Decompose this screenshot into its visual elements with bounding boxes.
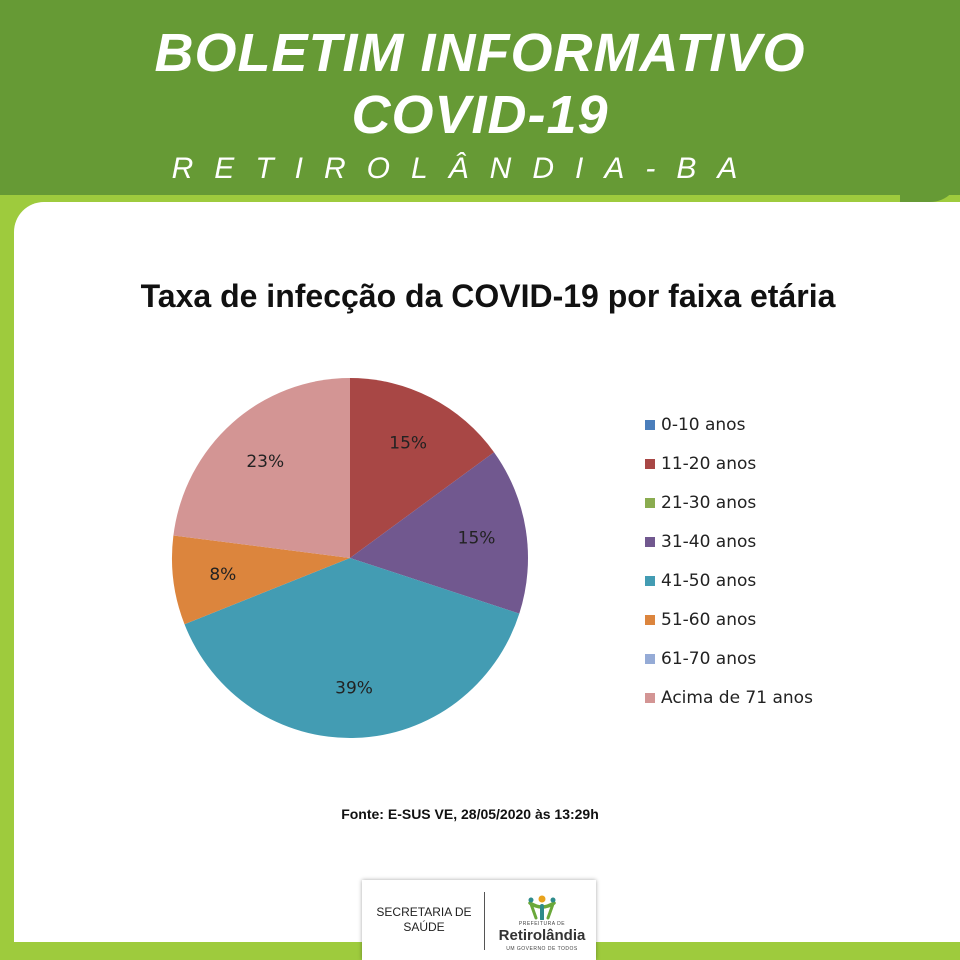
header-banner [0, 0, 960, 225]
legend-label: 0-10 anos [661, 414, 746, 435]
pie-chart: 15% 15% 39% 8% 23% [172, 378, 528, 738]
source-label: Fonte: [341, 806, 384, 822]
pie-slice [173, 378, 350, 558]
logo-slogan: UM GOVERNO DE TODOS [506, 946, 578, 952]
data-source: Fonte: E-SUS VE, 28/05/2020 às 13:29h [0, 806, 940, 822]
legend-item: 51-60 anos [645, 600, 813, 639]
legend-item: Acima de 71 anos [645, 678, 813, 717]
slice-value-label: 15% [458, 529, 496, 549]
legend-label: 31-40 anos [661, 531, 757, 552]
legend-item: 21-30 anos [645, 483, 813, 522]
people-emblem-icon [528, 895, 556, 920]
city-logo: PREFEITURA DE Retirolândia UM GOVERNO DE… [492, 894, 592, 954]
legend-swatch [645, 419, 655, 430]
chart-title: Taxa de infecção da COVID-19 por faixa e… [140, 278, 836, 314]
pie-slice [184, 558, 520, 738]
legend-item: 61-70 anos [645, 639, 813, 678]
chart-legend: 0-10 anos 11-20 anos 21-30 anos 31-40 an… [645, 405, 813, 717]
slice-value-label: 8% [209, 565, 236, 585]
legend-item: 41-50 anos [645, 561, 813, 600]
legend-swatch [645, 458, 655, 469]
bulletin-subject: COVID-19 [351, 85, 609, 145]
department-line2: SAÚDE [403, 920, 445, 934]
pie-slice [350, 378, 495, 558]
department-name: SECRETARIA DE SAÚDE [368, 905, 480, 935]
legend-swatch [645, 575, 655, 586]
legend-label: Acima de 71 anos [661, 687, 813, 708]
legend-swatch [645, 653, 655, 664]
legend-label: 41-50 anos [661, 570, 757, 591]
legend-label: 51-60 anos [661, 609, 757, 630]
city-subtitle: RETIROLÂNDIA-BA [171, 152, 759, 185]
legend-swatch [645, 692, 655, 703]
bulletin-title: BOLETIM INFORMATIVO [154, 23, 806, 83]
logo-name: Retirolândia [498, 927, 586, 944]
legend-item: 31-40 anos [645, 522, 813, 561]
slice-value-label: 23% [246, 452, 284, 472]
legend-swatch [645, 536, 655, 547]
source-text: E-SUS VE, 28/05/2020 às 13:29h [387, 806, 599, 822]
legend-label: 61-70 anos [661, 648, 757, 669]
legend-item: 0-10 anos [645, 405, 813, 444]
department-line1: SECRETARIA DE [376, 905, 472, 919]
footer-divider [484, 892, 485, 950]
slice-value-label: 15% [389, 434, 427, 454]
footer-logo-box: SECRETARIA DE SAÚDE PREFEITURA DE Retiro… [362, 880, 596, 960]
pie-slice [172, 535, 350, 625]
logo-top-text: PREFEITURA DE [518, 921, 566, 927]
legend-label: 11-20 anos [661, 453, 757, 474]
slice-value-label: 39% [335, 679, 373, 699]
legend-label: 21-30 anos [661, 492, 757, 513]
pie-slice [350, 452, 528, 614]
legend-swatch [645, 614, 655, 625]
legend-swatch [645, 497, 655, 508]
legend-item: 11-20 anos [645, 444, 813, 483]
